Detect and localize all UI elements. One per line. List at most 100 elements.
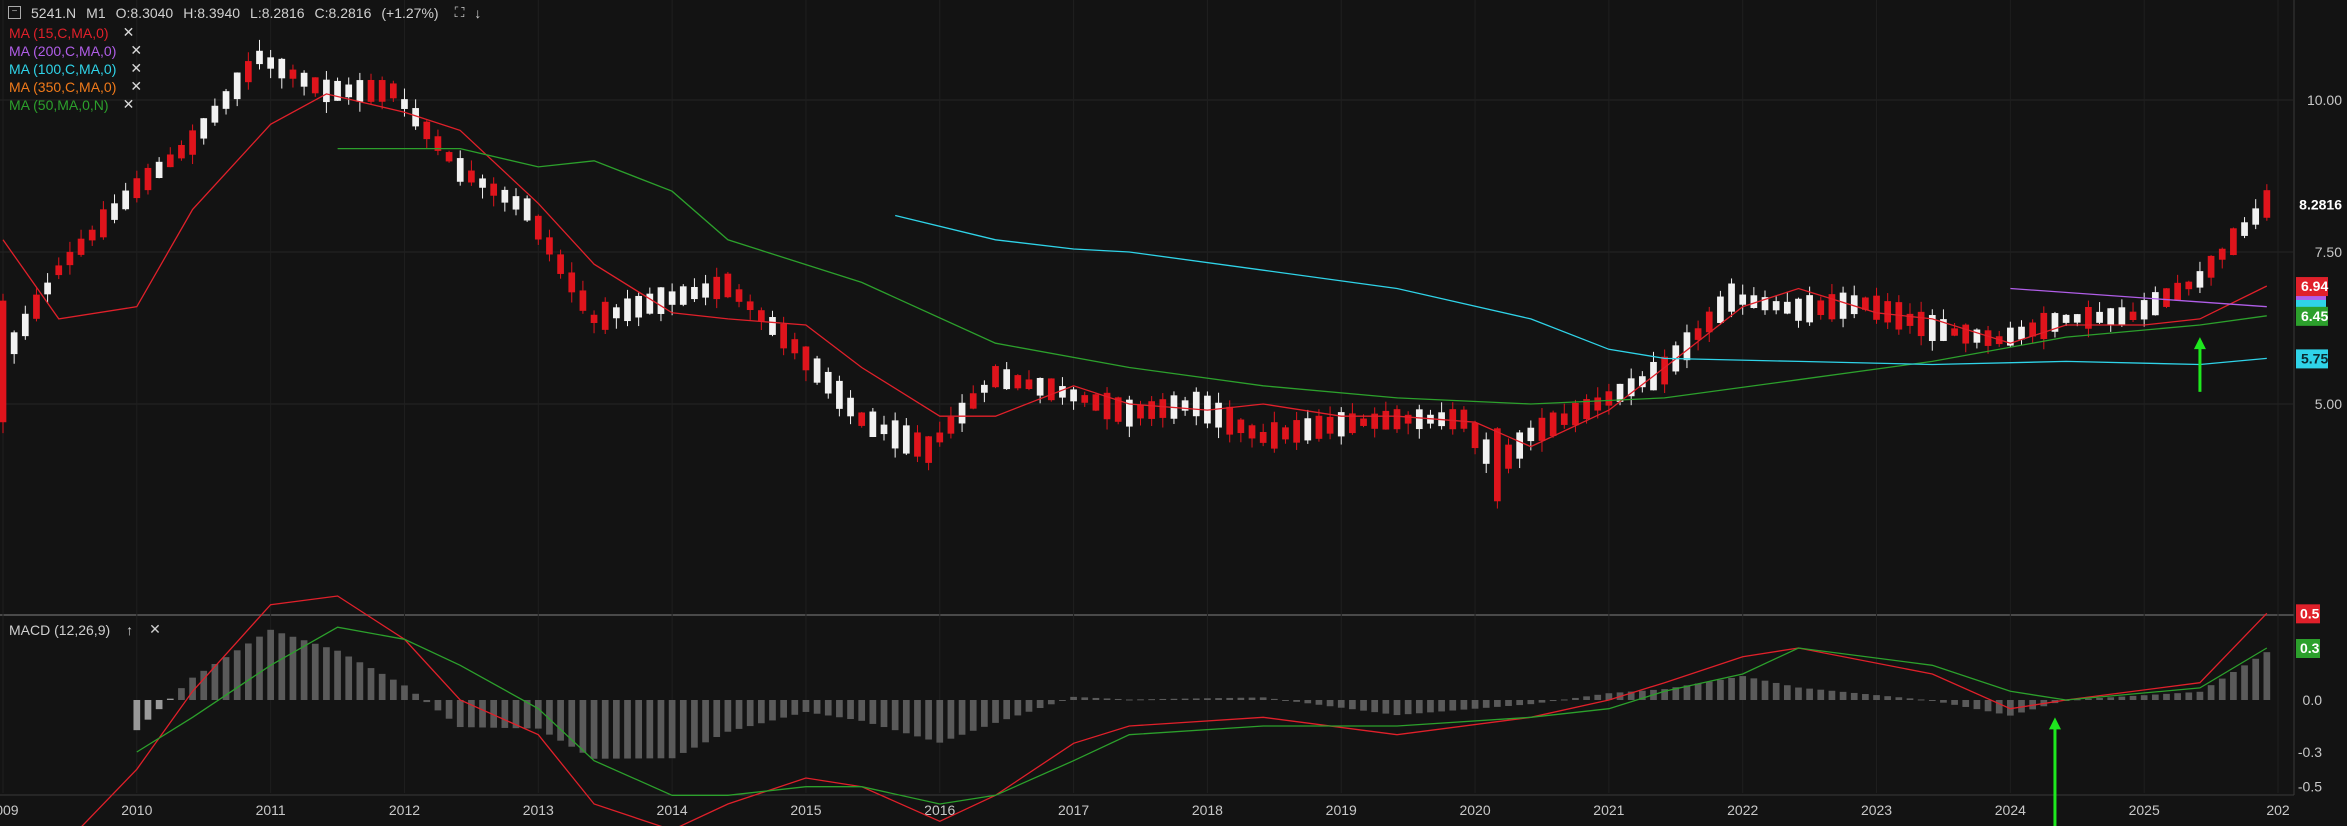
interval-label[interactable]: M1 <box>86 4 106 21</box>
macd-header: MACD (12,26,9) ↑ ✕ <box>9 621 161 638</box>
candle-body <box>1884 301 1892 323</box>
histogram-bar <box>1516 700 1524 706</box>
histogram-bar <box>1315 700 1323 705</box>
candle-body <box>1616 383 1624 402</box>
annotation-arrow <box>2193 337 2206 392</box>
download-arrow-icon[interactable]: ↓ <box>474 4 482 21</box>
candle-body <box>2207 255 2215 278</box>
histogram-bar <box>2140 695 2148 700</box>
candle-body <box>702 283 709 298</box>
histogram-bar <box>300 640 308 700</box>
candle-body <box>1126 399 1133 427</box>
candle-body <box>2073 314 2081 323</box>
time-tick-label: 2016 <box>924 802 955 818</box>
price-tick-label: 10.00 <box>2307 92 2342 108</box>
candle-body <box>1326 416 1334 434</box>
indicator-ma350[interactable]: MA (350,C,MA,0) ✕ <box>9 78 142 95</box>
last-price-label: 8.2816 <box>2299 196 2342 212</box>
macd-value-tag-text: 0.5 <box>2300 605 2320 621</box>
candle-body <box>423 121 431 140</box>
candle-body <box>668 291 676 305</box>
indicator-ma50[interactable]: MA (50,MA,0,N) ✕ <box>9 96 134 113</box>
candle-body <box>992 366 999 388</box>
macd-label: MACD (12,26,9) <box>9 621 111 638</box>
candle-body <box>802 346 810 371</box>
histogram-bar <box>1973 700 1981 710</box>
histogram-bar <box>1081 697 1089 700</box>
ma-price-tag <box>2296 306 2328 326</box>
histogram-bar <box>1783 685 1791 700</box>
candle-body <box>1259 432 1267 443</box>
candle-body <box>1482 439 1490 464</box>
time-tick-label: 2014 <box>657 802 688 818</box>
candle-body <box>1014 375 1022 389</box>
arrow-up-icon[interactable]: ↑ <box>126 621 134 638</box>
histogram-bar <box>2018 700 2025 713</box>
close-icon[interactable]: ✕ <box>130 78 143 94</box>
candle-body <box>724 273 732 298</box>
close-icon[interactable]: ✕ <box>130 42 143 58</box>
indicator-ma100[interactable]: MA (100,C,MA,0) ✕ <box>9 60 142 77</box>
histogram-bar <box>1025 700 1033 712</box>
histogram-bar <box>133 700 141 731</box>
candles <box>0 39 2271 509</box>
histogram-bar <box>1482 700 1490 708</box>
indicator-ma200[interactable]: MA (200,C,MA,0) ✕ <box>9 42 142 59</box>
fullscreen-icon[interactable]: ⛶ <box>454 4 465 20</box>
histogram-bar <box>869 700 877 724</box>
candle-body <box>679 286 687 305</box>
histogram-bar <box>847 700 854 720</box>
histogram-bar <box>1505 700 1512 706</box>
candle-body <box>2007 327 2014 346</box>
indicator-label: MA (200,C,MA,0) <box>9 42 117 59</box>
histogram-bar <box>1694 683 1702 700</box>
candle-body <box>657 287 665 314</box>
candle-body <box>1638 376 1646 388</box>
histogram-bar <box>813 700 821 714</box>
candle-body <box>1237 419 1245 434</box>
candle-body <box>1594 397 1602 411</box>
candle-body <box>780 323 787 349</box>
histogram-bar <box>668 700 676 759</box>
collapse-toggle[interactable]: − <box>8 6 21 19</box>
time-tick-label: 2023 <box>1861 802 1892 818</box>
histogram-bar <box>456 700 464 728</box>
macd-tick-label: -0.3 <box>2298 744 2322 760</box>
candle-body <box>0 300 7 423</box>
histogram-bar <box>1404 700 1412 715</box>
histogram-bar <box>233 650 241 700</box>
close-icon[interactable]: ✕ <box>149 621 161 637</box>
histogram-bar <box>1293 700 1300 702</box>
candle-body <box>1360 418 1367 426</box>
close-icon[interactable]: ✕ <box>130 60 143 76</box>
candle-body <box>1103 392 1111 420</box>
histogram-bar <box>2174 693 2181 700</box>
candle-body <box>1516 432 1524 459</box>
histogram-bar <box>2241 665 2248 700</box>
candle-body <box>1828 294 1836 320</box>
histogram-bar <box>1873 695 1880 700</box>
symbol-name: 5241.N <box>31 4 77 21</box>
histogram-bar <box>200 670 208 700</box>
histogram-bar <box>858 700 866 721</box>
histogram-bar <box>1449 700 1457 711</box>
histogram-bar <box>613 700 620 759</box>
histogram-bar <box>378 673 386 700</box>
indicator-ma15[interactable]: MA (15,C,MA,0) ✕ <box>9 24 134 41</box>
histogram-bar <box>702 700 709 743</box>
close-icon[interactable]: ✕ <box>122 24 135 40</box>
histogram-bar <box>1572 697 1579 700</box>
histogram-bar <box>880 700 888 728</box>
histogram-bar <box>1070 696 1077 700</box>
candle-body <box>1583 399 1590 420</box>
histogram-bar <box>1337 700 1345 708</box>
close-icon[interactable]: ✕ <box>122 96 135 112</box>
histogram-bar <box>1393 700 1401 716</box>
candle-body <box>858 412 866 426</box>
histogram-bar <box>1739 676 1747 700</box>
candle-body <box>211 105 219 123</box>
histogram-bar <box>1761 680 1769 700</box>
ma200-line <box>2010 287 2267 308</box>
histogram-bar <box>1360 700 1367 711</box>
